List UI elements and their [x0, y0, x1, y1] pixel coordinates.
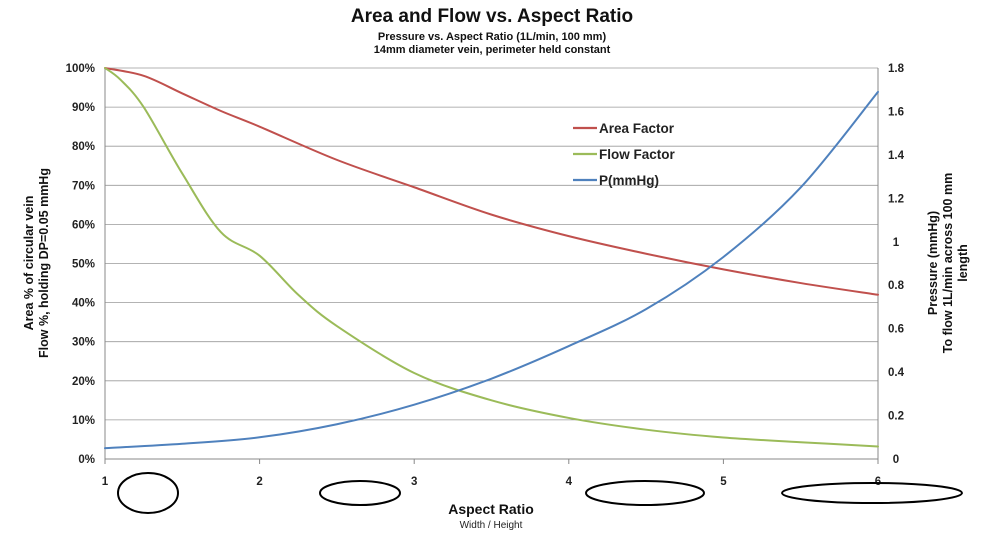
y-right-tick-label: 1: [893, 237, 900, 249]
y-right-tick-label: 0: [893, 454, 899, 466]
y-right-tick-label: 1.6: [888, 106, 904, 118]
y-left-tick-label: 0%: [78, 454, 95, 466]
axes: 0% 10% 20% 30% 40% 50% 60% 70% 80% 90% 100% 0 0.2 0.4…: [66, 63, 905, 488]
y-axis-left-title-line2: Flow %, holding DP=0.05 mmHg: [37, 168, 51, 358]
y-axis-right-title-line2: To flow 1L/min across 100 mm: [941, 173, 955, 353]
grid-lines: [105, 67, 878, 421]
y-left-tick-label: 70%: [72, 180, 95, 192]
x-axis-subtitle: Width / Height: [460, 520, 523, 531]
x-tick-label: 1: [102, 476, 109, 488]
chart-subtitle: Pressure vs. Aspect Ratio (1L/min, 100 m…: [378, 31, 607, 43]
series-line-0: [104, 67, 879, 296]
ellipse-ar-4: [585, 480, 705, 506]
y-left-tick-label: 100%: [66, 63, 95, 75]
legend-label-1: Flow Factor: [599, 147, 675, 162]
y-right-tick-label: 0.2: [888, 411, 904, 423]
x-tick-label: 6: [875, 476, 881, 488]
y-right-tick-label: 0.6: [888, 324, 904, 336]
y-left-tick-label: 50%: [72, 259, 95, 271]
x-tick-label: 4: [566, 476, 573, 488]
y-axis-right-title-line1: Pressure (mmHg): [926, 211, 940, 315]
y-right-tick-label: 1.4: [888, 150, 905, 162]
chart-title: Area and Flow vs. Aspect Ratio: [351, 6, 633, 27]
chart-subtitle-2: 14mm diameter vein, perimeter held const…: [374, 44, 611, 56]
y-right-tick-label: 0.8: [888, 280, 905, 292]
x-tick-label: 3: [411, 476, 417, 488]
y-axis-left-title-line1: Area % of circular vein: [22, 196, 36, 331]
aspect-ratio-shapes: [117, 472, 963, 514]
y-axis-right-title-line3: length: [956, 244, 970, 282]
y-left-tick-label: 30%: [72, 337, 95, 349]
legend: Area Factor Flow Factor P(mmHg): [573, 121, 675, 188]
legend-label-0: Area Factor: [599, 121, 675, 136]
y-left-tick-label: 60%: [72, 219, 95, 231]
y-right-tick-label: 1.8: [888, 63, 905, 75]
y-left-tick-label: 20%: [72, 376, 95, 388]
y-left-tick-label: 80%: [72, 141, 95, 153]
ellipse-ar-1: [117, 472, 179, 514]
y-left-tick-label: 40%: [72, 298, 95, 310]
series-line-1: [104, 67, 879, 448]
legend-label-2: P(mmHg): [599, 173, 659, 188]
ellipse-ar-2: [319, 480, 401, 506]
y-right-tick-label: 0.4: [888, 367, 905, 379]
x-tick-label: 5: [720, 476, 727, 488]
x-axis-title: Aspect Ratio: [448, 501, 534, 517]
y-right-tick-label: 1.2: [888, 193, 904, 205]
x-tick-label: 2: [256, 476, 262, 488]
series-line-2: [104, 90, 879, 450]
y-left-tick-label: 10%: [72, 415, 95, 427]
y-left-tick-label: 90%: [72, 102, 95, 114]
ellipse-ar-6: [781, 482, 963, 504]
series-lines: [104, 67, 879, 450]
